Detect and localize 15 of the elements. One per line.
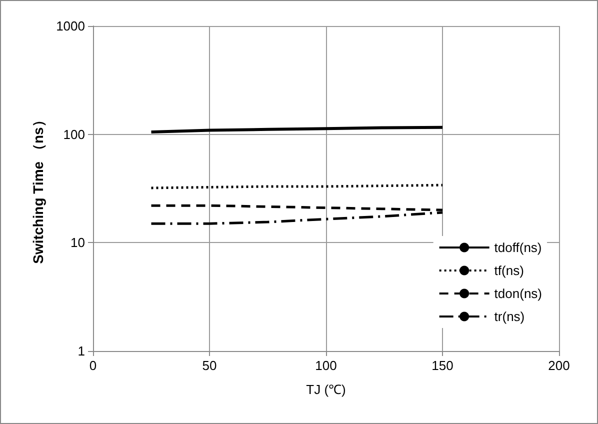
x-tick-label: 150 — [432, 358, 454, 373]
legend-label: tdon(ns) — [494, 286, 542, 301]
x-tick-label: 50 — [202, 358, 217, 373]
y-axis-title: Switching Time （ns） — [30, 113, 46, 264]
x-axis-title: TJ (℃) — [306, 382, 346, 397]
y-tick-label: 1000 — [56, 18, 85, 34]
x-tick-label: 0 — [89, 358, 97, 373]
x-tick-label: 200 — [548, 358, 570, 373]
legend-label: tr(ns) — [494, 309, 525, 324]
legend-label: tf(ns) — [494, 263, 524, 278]
x-tick-label: 100 — [315, 358, 337, 373]
y-tick-label: 10 — [70, 235, 85, 250]
legend-label: tdoff(ns) — [494, 240, 542, 255]
y-tick-label: 1 — [78, 344, 85, 358]
y-tick-label: 100 — [63, 126, 85, 142]
